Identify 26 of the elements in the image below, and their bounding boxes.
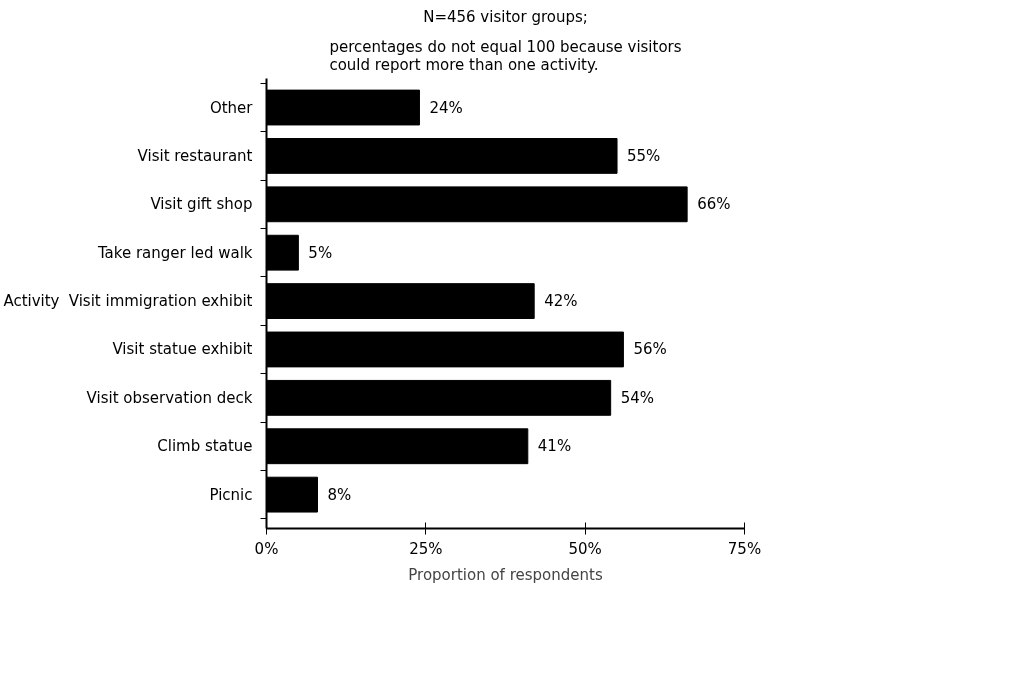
x-tick-label: 75% bbox=[727, 539, 762, 558]
y-tick-label: Visit restaurant bbox=[137, 146, 253, 165]
y-tick-label: Visit immigration exhibit bbox=[68, 292, 253, 311]
x-tick-label: 50% bbox=[568, 539, 602, 558]
data-label: 5% bbox=[308, 243, 333, 262]
data-label: 24% bbox=[429, 98, 463, 117]
data-label: 66% bbox=[697, 195, 731, 214]
data-label: 54% bbox=[620, 388, 654, 407]
x-tick-label: 0% bbox=[254, 539, 279, 558]
data-label: 8% bbox=[327, 485, 352, 504]
chart-subtitle: percentages do not equal 100 because visitors could report more than one activity. bbox=[329, 37, 682, 74]
data-label: 56% bbox=[633, 340, 667, 359]
y-tick-label: Visit gift shop bbox=[150, 195, 253, 214]
data-label: 41% bbox=[537, 437, 572, 456]
y-tick-label: Other bbox=[209, 98, 254, 117]
data-label: 42% bbox=[544, 292, 578, 311]
y-tick-label: Visit observation deck bbox=[86, 388, 253, 407]
chart-title: N=456 visitor groups; bbox=[423, 7, 588, 26]
x-tick-label: 25% bbox=[409, 539, 443, 558]
y-tick-label: Climb statue bbox=[157, 437, 253, 456]
y-tick-label: Visit statue exhibit bbox=[112, 340, 253, 359]
x-axis-title: Proportion of respondents bbox=[408, 565, 603, 584]
y-tick-label: Take ranger led walk bbox=[96, 243, 253, 262]
y-tick-label: Picnic bbox=[209, 485, 253, 504]
y-axis-title: Activity bbox=[3, 292, 60, 311]
data-label: 55% bbox=[627, 146, 661, 165]
